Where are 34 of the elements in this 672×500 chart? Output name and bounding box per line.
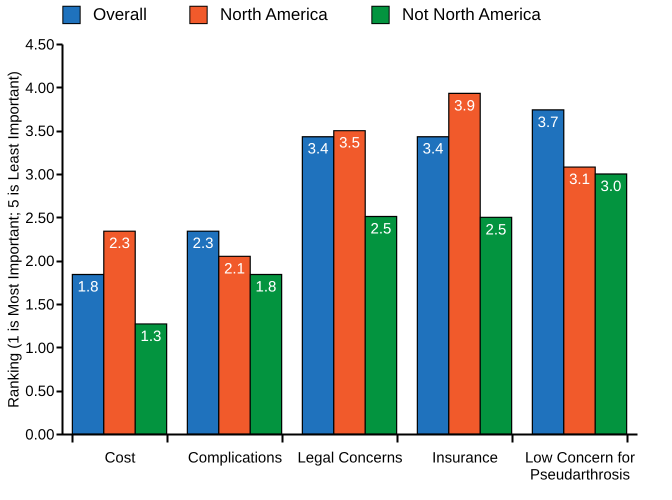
data-label: 2.3 [109, 235, 130, 252]
x-tick-label: Complications [188, 450, 282, 466]
data-label: 2.5 [486, 221, 506, 238]
y-tick-label: 4.50 [25, 36, 54, 54]
data-label: 3.5 [339, 134, 360, 152]
x-tick-label: Low Concern for Pseudarthrosis [524, 450, 636, 484]
y-axis-title: Ranking (1 is Most Important; 5 is Least Important) [5, 71, 22, 408]
data-label: 1.8 [256, 278, 276, 296]
y-tick-label: 1.50 [25, 296, 54, 314]
y-tick-label: 0.50 [25, 383, 54, 400]
y-tick-label: 3.50 [25, 123, 54, 140]
data-label: 1.8 [78, 278, 98, 296]
data-label: 3.1 [569, 171, 590, 188]
data-label: 3.7 [538, 114, 558, 131]
data-label: 3.0 [600, 178, 622, 195]
data-label: 1.3 [140, 328, 162, 345]
y-tick-label: 1.00 [25, 340, 54, 357]
data-label: 3.4 [422, 140, 444, 158]
x-tick-label: Insurance [432, 450, 498, 466]
y-tick-label: 0.00 [25, 426, 54, 444]
data-label: 2.5 [370, 220, 392, 238]
x-tick-label: Legal Concerns [297, 450, 403, 466]
data-label: 2.1 [224, 260, 245, 278]
y-tick-label: 2.00 [25, 253, 54, 270]
x-tick-label: Cost [104, 450, 136, 466]
legend-label: Overall [93, 4, 147, 24]
y-tick-label: 3.00 [25, 166, 54, 184]
data-label: 2.3 [192, 235, 214, 252]
legend-label: North America [220, 4, 328, 24]
data-label: 3.4 [308, 140, 328, 158]
legend-label: Not North America [402, 4, 542, 24]
y-tick-label: 4.00 [25, 80, 54, 97]
data-label: 3.9 [454, 97, 475, 114]
y-tick-label: 2.50 [25, 210, 54, 227]
